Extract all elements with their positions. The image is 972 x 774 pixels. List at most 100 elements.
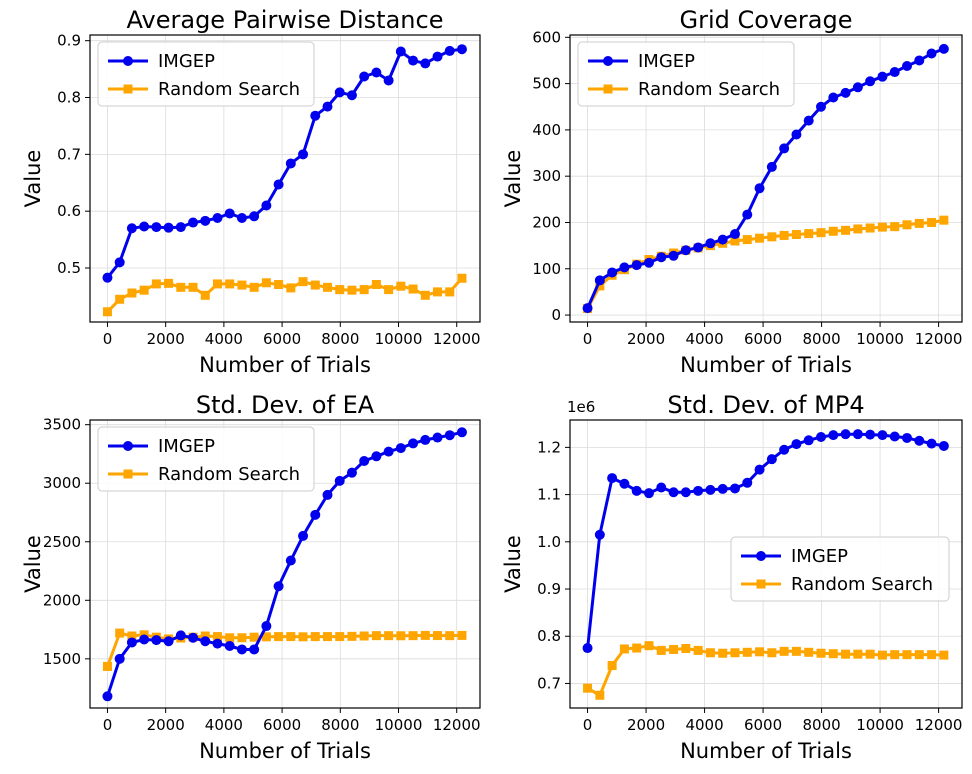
data-point-imgep xyxy=(432,51,443,62)
data-point-random-search xyxy=(767,232,777,242)
data-point-random-search xyxy=(408,631,418,641)
data-point-imgep xyxy=(680,245,691,256)
data-point-random-search xyxy=(396,631,406,641)
y-tick-label: 3500 xyxy=(43,416,81,434)
x-tick-label: 10000 xyxy=(375,716,423,734)
chart-title: Std. Dev. of EA xyxy=(196,391,375,419)
data-point-random-search xyxy=(681,644,691,654)
legend-marker-random-search xyxy=(756,579,766,589)
x-tick-label: 8000 xyxy=(802,716,840,734)
data-point-random-search xyxy=(644,641,654,651)
data-point-random-search xyxy=(102,307,112,317)
data-point-imgep xyxy=(285,158,296,169)
y-tick-label: 0.8 xyxy=(57,89,81,107)
data-point-imgep xyxy=(865,429,876,440)
data-point-random-search xyxy=(127,631,137,641)
data-point-random-search xyxy=(371,631,381,641)
data-point-random-search xyxy=(445,287,455,297)
data-point-imgep xyxy=(151,635,162,646)
y-tick-label: 0.8 xyxy=(537,627,561,645)
y-tick-label: 0.5 xyxy=(57,259,81,277)
data-point-imgep xyxy=(285,555,296,566)
data-point-imgep xyxy=(791,129,802,140)
data-point-imgep xyxy=(914,55,925,66)
data-point-imgep xyxy=(729,229,740,240)
data-point-random-search xyxy=(669,644,679,654)
data-point-imgep xyxy=(754,183,765,194)
data-point-imgep xyxy=(815,431,826,442)
data-point-imgep xyxy=(631,260,642,271)
y-tick-label: 100 xyxy=(532,260,561,278)
data-point-random-search xyxy=(310,632,320,642)
data-point-random-search xyxy=(237,280,247,290)
data-point-imgep xyxy=(594,529,605,540)
data-point-imgep xyxy=(200,636,211,647)
data-point-random-search xyxy=(877,650,887,660)
data-point-random-search xyxy=(779,230,789,240)
x-tick-label: 0 xyxy=(583,716,593,734)
data-point-random-search xyxy=(335,632,345,642)
data-point-random-search xyxy=(816,228,826,238)
x-tick-label: 2000 xyxy=(147,330,185,348)
legend-box xyxy=(97,426,315,492)
data-point-random-search xyxy=(310,280,320,290)
data-point-imgep xyxy=(261,200,272,211)
data-point-imgep xyxy=(456,44,467,55)
data-point-imgep xyxy=(619,262,630,273)
data-point-random-search xyxy=(274,632,284,642)
y-tick-label: 1.1 xyxy=(537,486,561,504)
chart-title: Std. Dev. of MP4 xyxy=(667,391,864,419)
data-point-random-search xyxy=(939,215,949,225)
data-point-imgep xyxy=(395,46,406,57)
y-axis-label: Value xyxy=(501,150,525,208)
data-point-imgep xyxy=(444,45,455,56)
data-point-random-search xyxy=(828,226,838,236)
data-point-random-search xyxy=(877,222,887,232)
data-point-imgep xyxy=(594,275,605,286)
y-axis-label: Value xyxy=(21,535,45,593)
data-point-random-search xyxy=(619,644,629,654)
data-point-random-search xyxy=(865,649,875,659)
data-point-random-search xyxy=(249,282,259,292)
data-point-random-search xyxy=(286,632,296,642)
data-point-random-search xyxy=(115,294,125,304)
chart-panel-2: 0 2000 4000 6000 8000 10000 12000 0 100 200 300 400… xyxy=(501,6,963,377)
legend: IMGEP Random Search xyxy=(97,41,315,107)
x-tick-label: 12000 xyxy=(915,716,963,734)
y-tick-label: 0.6 xyxy=(57,202,81,220)
data-point-imgep xyxy=(298,530,309,541)
data-point-random-search xyxy=(730,648,740,658)
data-point-imgep xyxy=(582,303,593,314)
data-point-imgep xyxy=(607,473,618,484)
legend-marker-imgep xyxy=(603,56,613,66)
data-point-random-search xyxy=(853,649,863,659)
data-point-imgep xyxy=(779,444,790,455)
data-point-random-search xyxy=(705,648,715,658)
legend-label-imgep: IMGEP xyxy=(791,546,848,567)
x-tick-label: 10000 xyxy=(856,716,904,734)
plot-frame xyxy=(569,419,963,709)
data-point-random-search xyxy=(853,224,863,234)
data-point-imgep xyxy=(420,58,431,69)
data-point-random-search xyxy=(225,279,235,289)
data-point-imgep xyxy=(643,257,654,268)
data-point-imgep xyxy=(432,432,443,443)
legend-box xyxy=(577,41,795,107)
data-point-imgep xyxy=(717,234,728,245)
chart-title: Grid Coverage xyxy=(680,6,853,34)
data-point-random-search xyxy=(102,661,112,671)
data-point-random-search xyxy=(902,650,912,660)
data-point-random-search xyxy=(841,225,851,235)
legend: IMGEP Random Search xyxy=(97,426,315,492)
legend-label-imgep: IMGEP xyxy=(158,436,215,457)
data-point-imgep xyxy=(938,43,949,54)
legend-marker-random-search xyxy=(123,469,133,479)
data-point-imgep xyxy=(865,76,876,87)
data-point-imgep xyxy=(656,482,667,493)
legend-marker-imgep xyxy=(123,56,133,66)
data-point-random-search xyxy=(927,650,937,660)
data-point-imgep xyxy=(840,87,851,98)
data-point-imgep xyxy=(163,222,174,233)
data-point-imgep xyxy=(926,48,937,59)
data-point-random-search xyxy=(457,273,467,283)
